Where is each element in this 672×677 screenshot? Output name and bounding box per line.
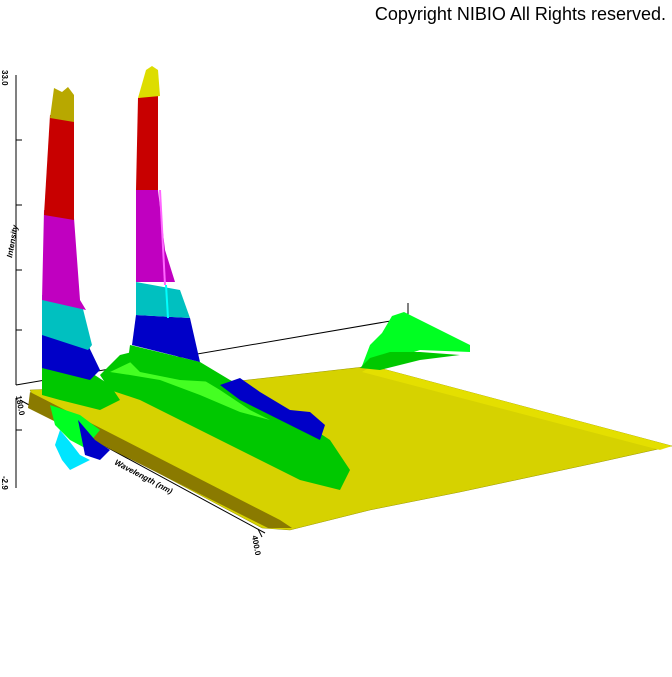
x-tick-end	[257, 528, 263, 538]
mid-ridge-light	[110, 360, 270, 420]
surface-right-band	[362, 366, 672, 450]
z-tick-label-min: -2.9	[0, 476, 9, 490]
mid-ridge-green	[100, 350, 350, 490]
right-peak-highlight-cyan	[165, 284, 169, 319]
copyright-notice: Copyright NIBIO All Rights reserved.	[374, 4, 666, 24]
left-peak-band-cyan	[55, 430, 90, 470]
mid-ridge-blue	[220, 378, 325, 440]
surface	[28, 66, 672, 531]
left-peak-band-olive	[50, 87, 74, 122]
z-tick-label-max: 33.0	[0, 70, 9, 86]
right-peak-band-blue	[132, 315, 200, 362]
right-peak-band-cyan	[136, 282, 190, 318]
left-peak-band-magenta	[42, 210, 86, 310]
left-peak-band-blue	[42, 330, 100, 380]
right-peak-band-green	[128, 345, 215, 382]
left-peak-band-green	[42, 365, 120, 410]
x-tick-label-max: 400.0	[250, 535, 262, 557]
x-tick-label-min: 180.0	[14, 395, 26, 417]
right-peak-band-magenta	[136, 190, 175, 282]
left-peak-band-red	[44, 115, 74, 220]
left-peak-band-cyan-mid	[42, 295, 92, 350]
right-peak-highlight	[159, 189, 166, 286]
left-peak-band-blue-low	[78, 420, 110, 460]
right-peak-band-yellow	[138, 66, 160, 98]
right-peak-band-red	[136, 94, 158, 190]
far-peak-dark	[360, 352, 460, 370]
z-axis-title: Intensity	[5, 224, 20, 259]
